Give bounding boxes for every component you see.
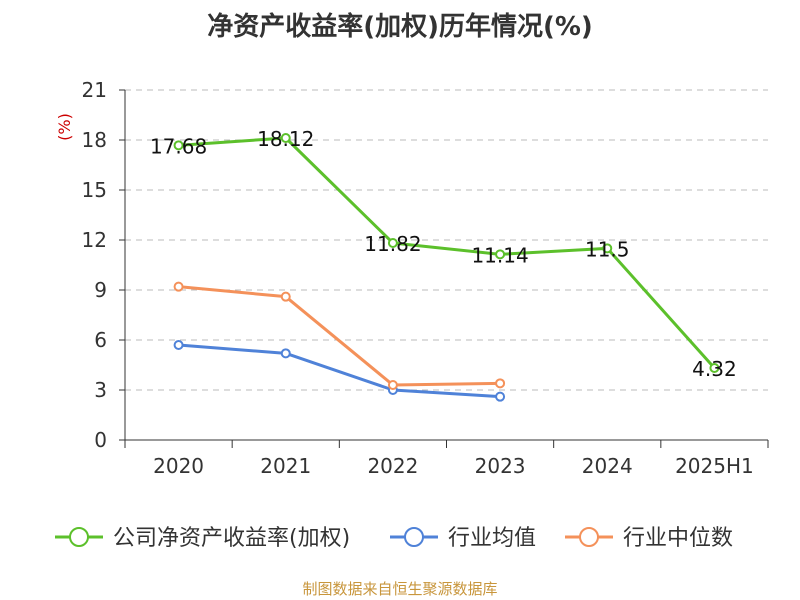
x-tick-label: 2020: [153, 454, 204, 478]
data-label: 18.12: [257, 127, 314, 151]
y-tick-label: 0: [94, 428, 107, 452]
legend-label: 行业均值: [448, 526, 536, 551]
legend-marker: [579, 527, 599, 547]
data-point: [280, 133, 291, 143]
data-point: [387, 380, 398, 390]
legend-marker: [69, 527, 89, 547]
y-tick-label: 12: [82, 228, 107, 252]
data-label: 11.5: [585, 237, 630, 261]
y-tick-label: 3: [94, 378, 107, 402]
x-tick-label: 2023: [475, 454, 526, 478]
data-point: [602, 243, 613, 254]
x-tick-label: 2025H1: [675, 454, 754, 478]
series-line: [177, 136, 716, 370]
y-axis-label: (%): [55, 113, 74, 141]
data-point: [709, 363, 720, 373]
x-tick-label: 2024: [582, 454, 633, 478]
y-tick-label: 21: [82, 78, 107, 102]
series-line: [177, 343, 502, 399]
data-label: 11.82: [364, 232, 421, 256]
series-line: [177, 285, 502, 387]
legend-label: 行业中位数: [623, 526, 733, 551]
data-point: [280, 291, 291, 302]
legend-marker: [404, 527, 424, 547]
y-tick-label: 6: [94, 328, 107, 352]
data-point: [173, 340, 184, 350]
legend-label: 公司净资产收益率(加权): [113, 526, 350, 551]
data-point: [495, 249, 506, 260]
data-point: [280, 348, 291, 359]
chart-title: 净资产收益率(加权)历年情况(%): [207, 12, 593, 42]
data-source-note: 制图数据来自恒生聚源数据库: [302, 580, 498, 598]
data-point: [387, 238, 398, 248]
y-tick-label: 9: [94, 278, 107, 302]
x-tick-label: 2022: [367, 454, 418, 478]
y-tick-label: 18: [82, 128, 107, 152]
data-label: 4.32: [692, 357, 737, 381]
y-tick-label: 15: [82, 178, 107, 202]
data-point: [495, 391, 506, 402]
data-point: [173, 140, 184, 151]
x-tick-label: 2021: [260, 454, 311, 478]
data-point: [495, 378, 506, 389]
data-label: 11.14: [471, 243, 528, 267]
data-point: [173, 281, 184, 292]
data-label: 17.68: [150, 134, 207, 158]
